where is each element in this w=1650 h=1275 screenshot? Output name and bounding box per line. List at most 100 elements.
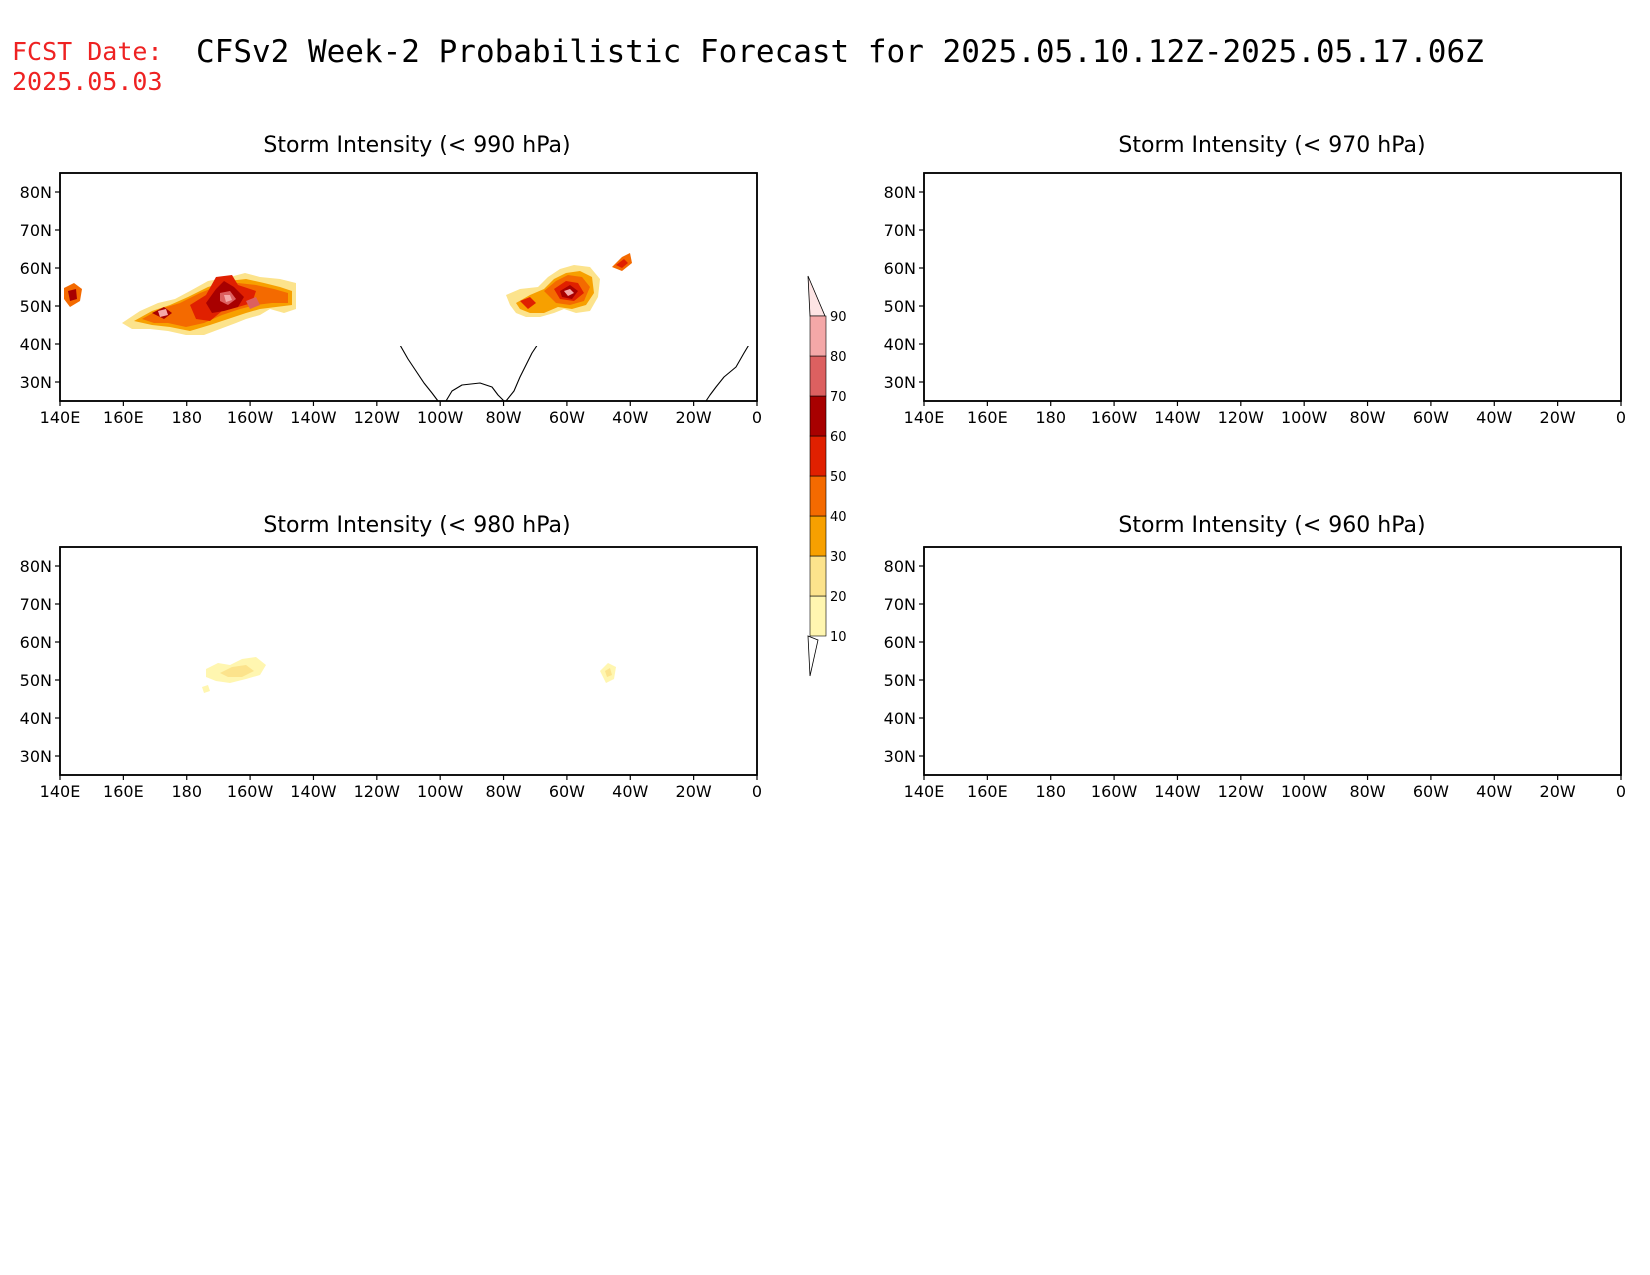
panel-title-960: Storm Intensity (< 960 hPa)	[1118, 513, 1425, 538]
colorbar-swatch	[809, 515, 827, 557]
colorbar-swatch	[809, 555, 827, 597]
map-panel-980	[59, 546, 758, 776]
panel-title-990: Storm Intensity (< 990 hPa)	[263, 133, 570, 158]
probability-shading-990	[64, 253, 632, 335]
lon-tick-label: 0	[752, 408, 762, 427]
lon-tick-label: 160E	[967, 782, 1008, 801]
map-panel-990	[59, 172, 758, 402]
colorbar-label: 70	[830, 390, 847, 405]
lon-tick-label: 0	[752, 782, 762, 801]
colorbar-swatch	[809, 475, 827, 517]
lon-tick-label: 40W	[1476, 408, 1512, 427]
lat-tick-label: 30N	[884, 373, 916, 392]
lon-tick-label: 160E	[103, 782, 144, 801]
fcst-date-value: 2025.05.03	[12, 67, 163, 96]
colorbar: 10 20 30 40 50 60 70 80 90	[807, 275, 847, 677]
lat-tick-label: 30N	[20, 373, 52, 392]
lon-tick-label: 80W	[485, 782, 521, 801]
lat-tick-label: 60N	[20, 259, 52, 278]
lat-tick-label: 50N	[20, 297, 52, 316]
lat-tick-label: 70N	[884, 221, 916, 240]
lat-tick-label: 70N	[20, 221, 52, 240]
colorbar-swatch	[809, 315, 827, 357]
lon-tick-label: 40W	[1476, 782, 1512, 801]
lat-tick-label: 50N	[884, 297, 916, 316]
lon-tick-label: 160W	[227, 408, 274, 427]
lon-tick-label: 120W	[1218, 782, 1265, 801]
lon-tick-label: 60W	[549, 782, 585, 801]
colorbar-label: 30	[830, 550, 847, 565]
lon-tick-label: 40W	[612, 782, 648, 801]
figure-title: CFSv2 Week-2 Probabilistic Forecast for …	[196, 34, 1484, 70]
lon-tick-label: 160W	[227, 782, 274, 801]
lon-tick-label: 140E	[904, 408, 945, 427]
lat-tick-label: 70N	[884, 595, 916, 614]
lon-tick-label: 160W	[1091, 408, 1138, 427]
lon-tick-label: 140W	[290, 782, 337, 801]
lon-tick-label: 20W	[1540, 408, 1576, 427]
lon-tick-label: 80W	[1349, 408, 1385, 427]
lon-tick-label: 180	[1035, 782, 1066, 801]
lat-tick-label: 30N	[20, 747, 52, 766]
colorbar-label: 60	[830, 430, 847, 445]
panel-title-970: Storm Intensity (< 970 hPa)	[1118, 133, 1425, 158]
lon-tick-label: 100W	[1281, 408, 1328, 427]
lat-tick-label: 60N	[20, 633, 52, 652]
lon-tick-label: 80W	[485, 408, 521, 427]
lat-tick-label: 70N	[20, 595, 52, 614]
lon-tick-label: 20W	[676, 408, 712, 427]
lon-tick-label: 120W	[354, 782, 401, 801]
colorbar-swatch	[809, 355, 827, 397]
lon-tick-label: 100W	[417, 782, 464, 801]
lon-tick-label: 160W	[1091, 782, 1138, 801]
axis-ticks: 140E 160E 180 160W 140W 120W 100W 80W 60W 40W 20W 0…	[20, 183, 1626, 801]
lon-tick-label: 140E	[40, 782, 81, 801]
colorbar-label: 80	[830, 350, 847, 365]
lon-tick-label: 140W	[290, 408, 337, 427]
lat-tick-label: 80N	[884, 557, 916, 576]
colorbar-label: 50	[830, 470, 847, 485]
lat-tick-label: 60N	[884, 633, 916, 652]
map-panel-970	[923, 172, 1622, 402]
lon-tick-label: 0	[1616, 782, 1626, 801]
lon-tick-label: 60W	[1413, 408, 1449, 427]
lon-tick-label: 0	[1616, 408, 1626, 427]
lat-tick-label: 80N	[20, 557, 52, 576]
colorbar-label: 90	[830, 310, 847, 325]
lat-tick-label: 50N	[20, 671, 52, 690]
colorbar-bottom-triangle	[807, 635, 819, 677]
lon-tick-label: 160E	[967, 408, 1008, 427]
lon-tick-label: 60W	[1413, 782, 1449, 801]
lat-tick-label: 40N	[884, 709, 916, 728]
lat-tick-label: 40N	[884, 335, 916, 354]
colorbar-swatch	[809, 435, 827, 477]
panel-title-980: Storm Intensity (< 980 hPa)	[263, 513, 570, 538]
lon-tick-label: 140W	[1154, 782, 1201, 801]
fcst-date-label: FCST Date:	[12, 37, 163, 66]
lon-tick-label: 120W	[1218, 408, 1265, 427]
lat-tick-label: 80N	[20, 183, 52, 202]
lon-tick-label: 180	[1035, 408, 1066, 427]
lon-tick-label: 180	[171, 782, 202, 801]
lat-tick-label: 30N	[884, 747, 916, 766]
lon-tick-label: 100W	[1281, 782, 1328, 801]
lon-tick-label: 140W	[1154, 408, 1201, 427]
colorbar-top-triangle	[807, 275, 826, 317]
lon-tick-label: 40W	[612, 408, 648, 427]
lon-tick-label: 80W	[1349, 782, 1385, 801]
colorbar-label: 40	[830, 510, 847, 525]
lon-tick-label: 60W	[549, 408, 585, 427]
colorbar-swatch	[809, 395, 827, 437]
lon-tick-label: 180	[171, 408, 202, 427]
lon-tick-label: 20W	[1540, 782, 1576, 801]
probability-shading-980	[202, 657, 616, 693]
lon-tick-label: 20W	[676, 782, 712, 801]
lat-tick-label: 40N	[20, 335, 52, 354]
lon-tick-label: 120W	[354, 408, 401, 427]
lon-tick-label: 100W	[417, 408, 464, 427]
lon-tick-label: 140E	[40, 408, 81, 427]
lat-tick-label: 40N	[20, 709, 52, 728]
lat-tick-label: 80N	[884, 183, 916, 202]
colorbar-swatch	[809, 595, 827, 637]
